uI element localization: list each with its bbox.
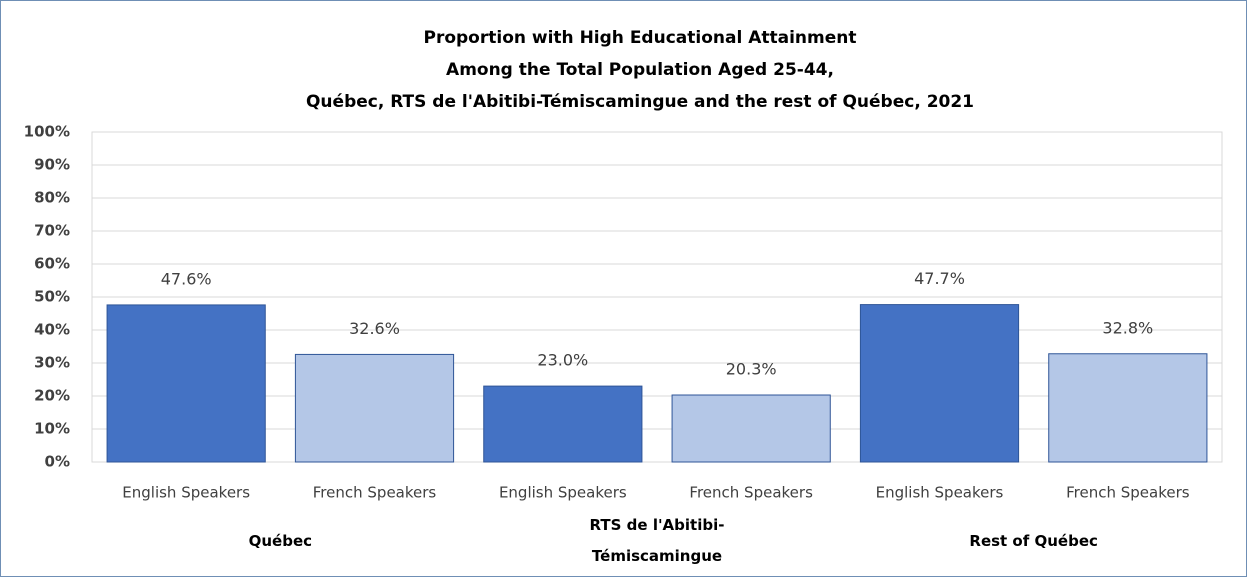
y-tick-label: 30% <box>34 354 70 372</box>
chart-title: Québec, RTS de l'Abitibi-Témiscamingue a… <box>306 92 974 112</box>
x-tick-label: English Speakers <box>122 484 250 502</box>
y-tick-label: 10% <box>34 420 70 438</box>
value-label: 47.6% <box>161 269 212 288</box>
y-tick-label: 20% <box>34 387 70 405</box>
y-tick-label: 50% <box>34 288 70 306</box>
y-tick-label: 70% <box>34 222 70 240</box>
y-tick-label: 0% <box>45 453 70 471</box>
group-label: RTS de l'Abitibi-Témiscamingue <box>589 516 725 565</box>
y-tick-label: 40% <box>34 321 70 339</box>
bar <box>671 394 831 463</box>
y-tick-label: 90% <box>34 156 70 174</box>
chart-title: Among the Total Population Aged 25-44, <box>446 60 834 80</box>
x-tick-label: English Speakers <box>876 484 1004 502</box>
bar <box>1048 353 1208 463</box>
y-tick-label: 60% <box>34 255 70 273</box>
value-label: 32.8% <box>1102 318 1153 337</box>
bar <box>294 353 455 463</box>
x-tick-label: French Speakers <box>1066 484 1190 502</box>
chart-title: Proportion with High Educational Attainm… <box>423 28 856 48</box>
value-label: 47.7% <box>914 269 965 288</box>
y-tick-label: 100% <box>24 123 70 141</box>
bar <box>483 385 643 463</box>
group-label: Rest of Québec <box>969 531 1098 550</box>
x-tick-label: French Speakers <box>689 484 813 502</box>
value-label: 23.0% <box>537 351 588 370</box>
x-tick-label: English Speakers <box>499 484 627 502</box>
bar <box>859 304 1020 463</box>
group-label: Québec <box>248 531 313 550</box>
value-label: 20.3% <box>726 360 777 379</box>
bar <box>106 304 266 463</box>
y-tick-label: 80% <box>34 189 70 207</box>
x-tick-label: French Speakers <box>313 484 437 502</box>
value-label: 32.6% <box>349 319 400 338</box>
